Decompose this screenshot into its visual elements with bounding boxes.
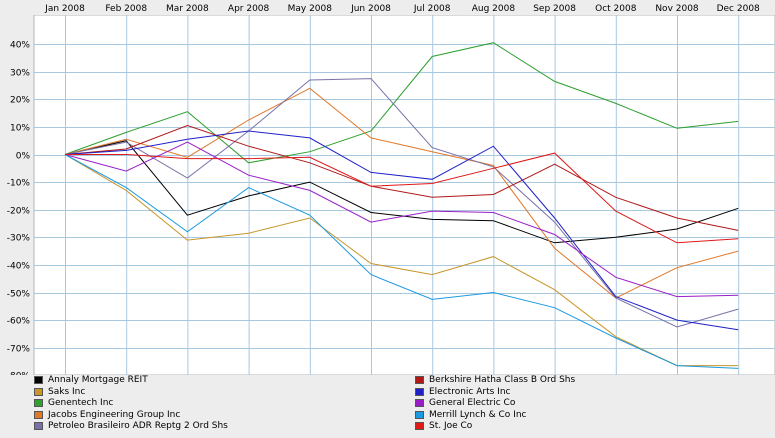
y-tick-label: 30% bbox=[10, 69, 30, 79]
legend-label: General Electric Co bbox=[429, 398, 516, 408]
legend-label: Jacobs Engineering Group Inc bbox=[48, 409, 181, 420]
legend-swatch bbox=[34, 410, 43, 419]
y-tick-label: -80% bbox=[7, 372, 31, 376]
series-line-5 bbox=[64, 78, 739, 328]
y-tick-label: -50% bbox=[7, 290, 31, 300]
x-tick-label: Aug 2008 bbox=[472, 4, 516, 14]
legend-swatch bbox=[34, 387, 43, 396]
x-tick-label: Jun 2008 bbox=[350, 4, 391, 14]
y-tick-label: -20% bbox=[7, 207, 31, 217]
legend-label: Electronic Arts Inc bbox=[429, 386, 511, 397]
x-tick-label: Sep 2008 bbox=[533, 4, 576, 14]
series-line-8 bbox=[64, 141, 739, 298]
x-tick-label: Dec 2008 bbox=[717, 4, 760, 14]
legend-swatch bbox=[415, 410, 424, 419]
series-line-10 bbox=[65, 152, 739, 244]
x-tick-label: Jul 2008 bbox=[413, 4, 451, 14]
series-line-1 bbox=[64, 140, 739, 244]
legend-label: Annaly Mortgage REIT bbox=[48, 375, 148, 385]
series-line-4 bbox=[64, 87, 739, 299]
y-tick-label: -30% bbox=[7, 234, 31, 244]
y-axis-tick-labels: 40% 30% 20% 10% 0% -10% -20% -30% -40% -50% -60% -7… bbox=[7, 41, 31, 376]
x-tick-label: Feb 2008 bbox=[105, 4, 147, 14]
x-tick-label: Nov 2008 bbox=[655, 4, 699, 14]
y-tick-label: 0% bbox=[16, 152, 31, 162]
x-tick-label: May 2008 bbox=[288, 4, 333, 14]
legend-label: Berkshire Hatha Class B Ord Shs bbox=[429, 375, 576, 385]
x-tick-label: Jan 2008 bbox=[44, 4, 85, 14]
y-tick-label: -60% bbox=[7, 317, 31, 327]
legend-swatch bbox=[34, 376, 43, 384]
legend-label: St. Joe Co bbox=[429, 421, 473, 431]
x-tick-label: Mar 2008 bbox=[166, 4, 209, 14]
x-tick-label: Apr 2008 bbox=[228, 4, 270, 14]
y-tick-label: 20% bbox=[10, 96, 30, 106]
y-tick-label: -10% bbox=[7, 179, 31, 189]
legend-swatch bbox=[415, 422, 424, 430]
x-axis-tick-labels: Jan 2008 Feb 2008 Mar 2008 Apr 2008 May 2008… bbox=[44, 4, 760, 14]
series-line-7 bbox=[64, 130, 739, 331]
legend-swatch bbox=[34, 399, 43, 407]
series-line-2 bbox=[64, 154, 739, 367]
legend-label: Petroleo Brasileiro ADR Reptg 2 Ord Shs bbox=[48, 421, 228, 431]
legend-label: Genentech Inc bbox=[48, 398, 114, 408]
legend-swatch bbox=[34, 422, 43, 430]
legend-label: Merrill Lynch & Co Inc bbox=[429, 409, 527, 420]
y-tick-label: 40% bbox=[10, 41, 30, 51]
chart-legend: Annaly Mortgage REIT Saks Inc Genentech In… bbox=[34, 375, 775, 438]
series-lines bbox=[64, 42, 739, 369]
x-axis-band bbox=[0, 0, 775, 15]
x-tick-label: Oct 2008 bbox=[595, 4, 637, 14]
legend-swatch bbox=[415, 387, 424, 396]
y-tick-label: -70% bbox=[7, 345, 31, 355]
legend-label: Saks Inc bbox=[48, 386, 86, 397]
series-line-9 bbox=[64, 154, 739, 369]
series-line-3 bbox=[64, 42, 739, 164]
line-chart: Jan 2008 Feb 2008 Mar 2008 Apr 2008 May 2008… bbox=[0, 0, 775, 376]
y-tick-label: 10% bbox=[10, 124, 30, 134]
series-line-6 bbox=[64, 124, 739, 231]
y-tick-label: -40% bbox=[7, 262, 31, 272]
legend-swatch bbox=[415, 399, 424, 407]
grid-lines bbox=[34, 15, 775, 375]
legend-swatch bbox=[415, 376, 424, 384]
